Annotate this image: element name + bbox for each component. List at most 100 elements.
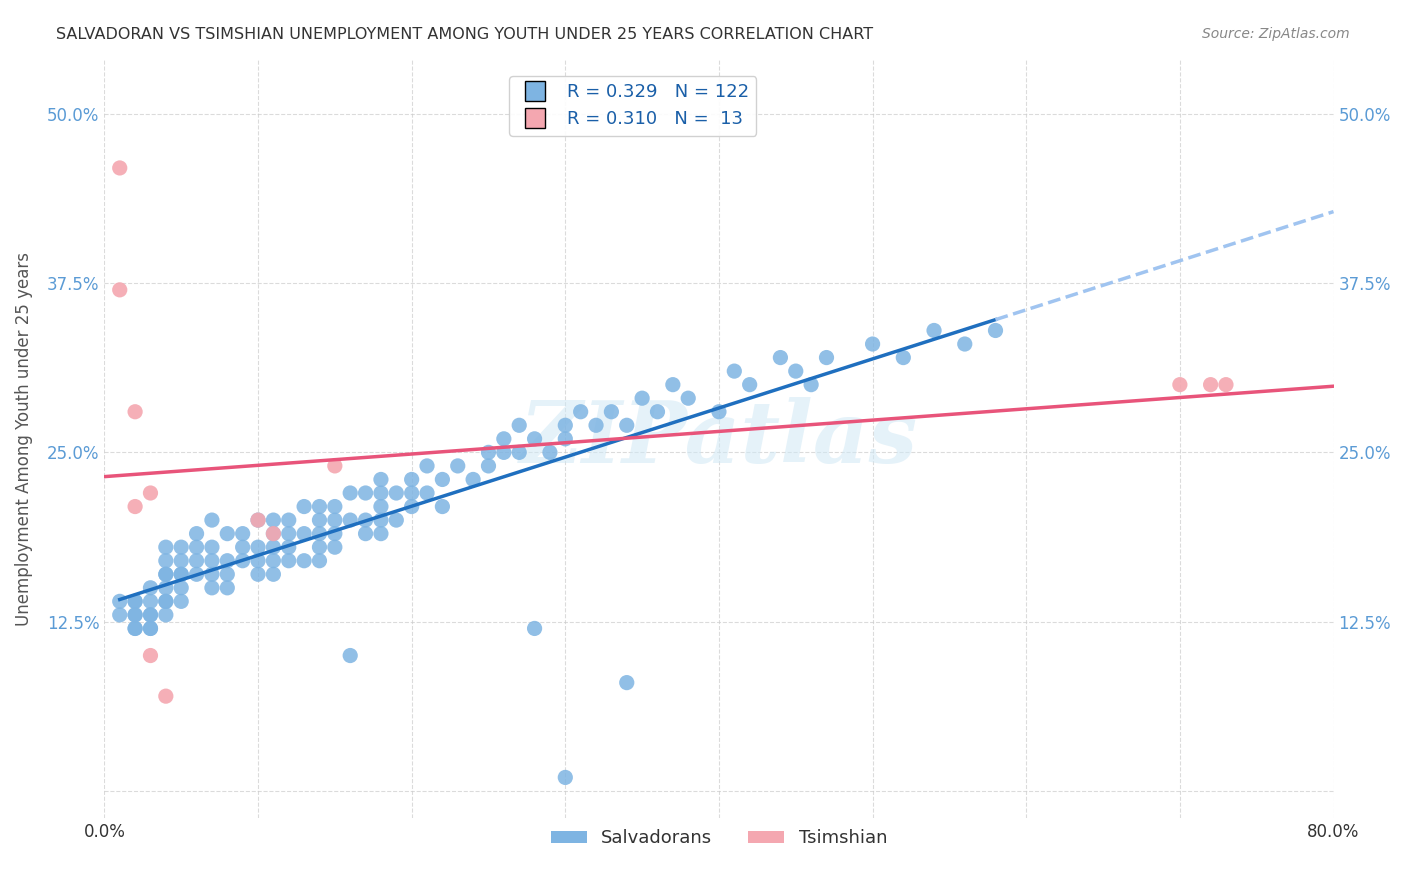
Point	[815, 351, 838, 365]
Point	[217, 526, 239, 541]
Point	[155, 567, 177, 582]
Point	[186, 540, 208, 554]
Point	[370, 513, 392, 527]
Point	[738, 377, 761, 392]
Point	[538, 445, 561, 459]
Point	[370, 473, 392, 487]
Point	[170, 567, 193, 582]
Point	[308, 554, 330, 568]
Point	[262, 513, 284, 527]
Point	[139, 607, 162, 622]
Point	[155, 567, 177, 582]
Point	[139, 622, 162, 636]
Point	[1199, 377, 1222, 392]
Point	[262, 526, 284, 541]
Point	[508, 445, 530, 459]
Point	[247, 513, 270, 527]
Point	[108, 594, 131, 608]
Point	[201, 567, 224, 582]
Point	[232, 554, 254, 568]
Point	[308, 526, 330, 541]
Point	[232, 526, 254, 541]
Point	[201, 540, 224, 554]
Point	[247, 567, 270, 582]
Point	[769, 351, 792, 365]
Point	[124, 405, 146, 419]
Point	[585, 418, 607, 433]
Point	[155, 554, 177, 568]
Point	[262, 540, 284, 554]
Text: ZIPatlas: ZIPatlas	[520, 397, 918, 481]
Point	[323, 458, 346, 473]
Point	[1168, 377, 1191, 392]
Point	[155, 594, 177, 608]
Point	[292, 526, 315, 541]
Point	[247, 554, 270, 568]
Point	[108, 607, 131, 622]
Point	[339, 513, 361, 527]
Point	[124, 622, 146, 636]
Point	[416, 458, 439, 473]
Point	[277, 540, 299, 554]
Point	[785, 364, 807, 378]
Point	[523, 432, 546, 446]
Point	[953, 337, 976, 351]
Point	[647, 405, 669, 419]
Point	[139, 622, 162, 636]
Point	[461, 473, 484, 487]
Point	[139, 594, 162, 608]
Point	[139, 607, 162, 622]
Point	[401, 500, 423, 514]
Point	[1215, 377, 1237, 392]
Point	[800, 377, 823, 392]
Point	[232, 540, 254, 554]
Point	[155, 607, 177, 622]
Point	[108, 283, 131, 297]
Point	[477, 458, 499, 473]
Point	[170, 594, 193, 608]
Point	[432, 473, 454, 487]
Point	[155, 689, 177, 703]
Point	[292, 554, 315, 568]
Y-axis label: Unemployment Among Youth under 25 years: Unemployment Among Youth under 25 years	[15, 252, 32, 626]
Point	[217, 567, 239, 582]
Point	[370, 486, 392, 500]
Point	[323, 526, 346, 541]
Point	[370, 526, 392, 541]
Point	[600, 405, 623, 419]
Point	[385, 513, 408, 527]
Point	[662, 377, 685, 392]
Point	[308, 540, 330, 554]
Point	[354, 513, 377, 527]
Point	[416, 486, 439, 500]
Point	[201, 581, 224, 595]
Point	[124, 607, 146, 622]
Point	[385, 486, 408, 500]
Point	[323, 500, 346, 514]
Point	[170, 540, 193, 554]
Point	[984, 323, 1007, 337]
Point	[922, 323, 945, 337]
Point	[170, 567, 193, 582]
Point	[155, 581, 177, 595]
Point	[354, 526, 377, 541]
Point	[124, 594, 146, 608]
Point	[124, 622, 146, 636]
Text: Source: ZipAtlas.com: Source: ZipAtlas.com	[1202, 27, 1350, 41]
Point	[186, 554, 208, 568]
Point	[217, 581, 239, 595]
Point	[292, 500, 315, 514]
Point	[492, 445, 515, 459]
Point	[447, 458, 470, 473]
Point	[401, 486, 423, 500]
Point	[707, 405, 730, 419]
Point	[247, 540, 270, 554]
Point	[554, 418, 576, 433]
Point	[277, 513, 299, 527]
Point	[862, 337, 884, 351]
Point	[186, 567, 208, 582]
Point	[631, 391, 654, 405]
Point	[124, 607, 146, 622]
Point	[217, 554, 239, 568]
Point	[569, 405, 592, 419]
